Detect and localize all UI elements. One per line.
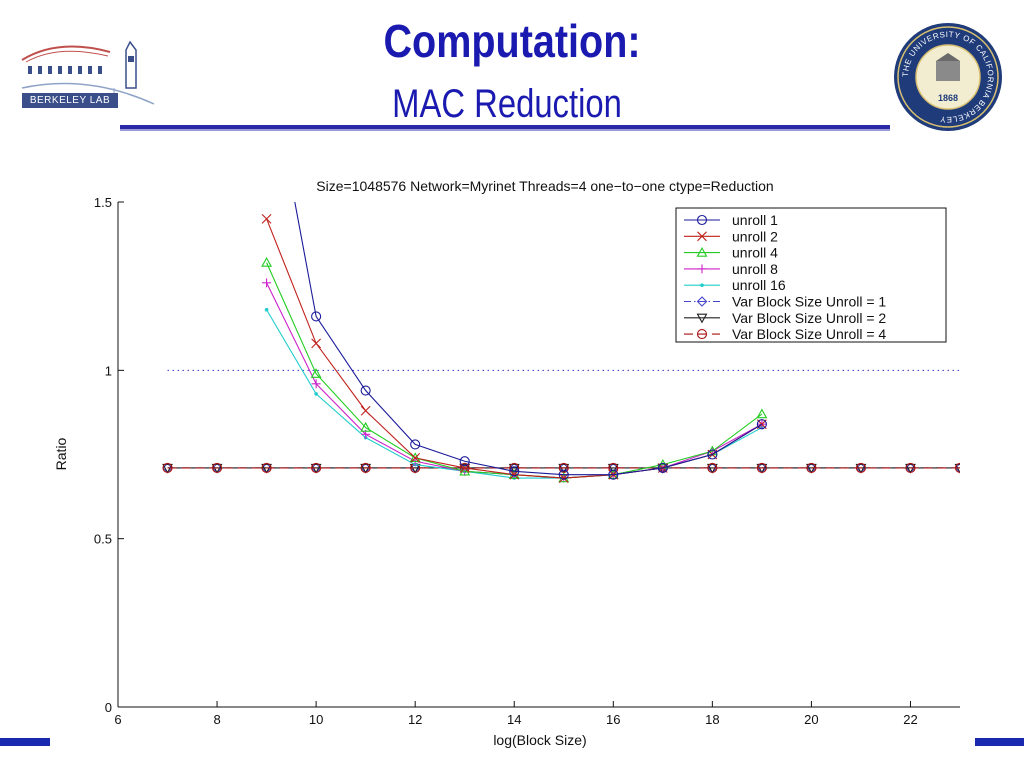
data-point xyxy=(360,385,371,396)
data-point xyxy=(696,313,708,324)
legend-item: Var Block Size Unroll = 2 xyxy=(684,310,886,326)
data-point xyxy=(696,296,708,307)
legend-label: Var Block Size Unroll = 4 xyxy=(732,326,886,342)
data-point-stroke xyxy=(410,452,421,463)
title-divider xyxy=(120,125,890,129)
data-point xyxy=(459,456,470,467)
data-point xyxy=(360,462,371,474)
data-point xyxy=(509,466,520,477)
data-point-stroke xyxy=(261,213,272,224)
data-point xyxy=(905,462,916,474)
data-point xyxy=(264,307,269,312)
footer-bar-right xyxy=(975,738,1024,746)
x-tick-label: 20 xyxy=(804,712,818,727)
data-point-stroke xyxy=(697,231,707,242)
data-point xyxy=(697,231,707,242)
x-tick-label: 12 xyxy=(408,712,422,727)
data-point xyxy=(855,462,866,474)
data-point xyxy=(410,439,421,450)
legend-label: unroll 4 xyxy=(732,245,778,261)
data-point xyxy=(360,421,372,432)
data-point xyxy=(261,213,272,224)
y-tick-label: 1 xyxy=(105,363,112,378)
data-point xyxy=(954,462,960,474)
data-point xyxy=(212,462,223,474)
data-point xyxy=(409,452,421,463)
y-tick-label: 1.5 xyxy=(94,195,112,210)
data-point-stroke xyxy=(360,405,371,416)
x-tick-label: 18 xyxy=(705,712,719,727)
data-point xyxy=(806,462,817,474)
berkeley-lab-logo-text: BERKELEY LAB xyxy=(22,93,118,108)
legend-label: unroll 2 xyxy=(732,228,778,244)
uc-seal: THE UNIVERSITY OF CALIFORNIA BERKELEY 18… xyxy=(892,21,1004,133)
data-point xyxy=(756,408,768,419)
legend-label: unroll 1 xyxy=(732,212,778,228)
legend-item: unroll 4 xyxy=(684,245,778,261)
data-point xyxy=(707,449,718,460)
legend-label: unroll 8 xyxy=(732,261,778,277)
slide-subtitle: MAC Reduction xyxy=(392,82,622,126)
legend-item: Var Block Size Unroll = 4 xyxy=(684,326,886,342)
mac-reduction-chart: Size=1048576 Network=Myrinet Threads=4 o… xyxy=(53,178,960,748)
data-point xyxy=(311,379,321,389)
seal-year: 1868 xyxy=(938,93,958,103)
x-tick-label: 22 xyxy=(903,712,917,727)
x-tick-label: 16 xyxy=(606,712,620,727)
x-tick-label: 8 xyxy=(213,712,220,727)
berkeley-lab-logo-graphic xyxy=(21,40,155,105)
data-point xyxy=(410,452,421,463)
berkeley-lab-logo xyxy=(18,38,158,112)
data-point xyxy=(311,462,322,474)
data-point xyxy=(311,311,322,322)
y-axis-label: Ratio xyxy=(53,437,69,470)
data-point xyxy=(657,462,668,474)
x-tick-label: 6 xyxy=(114,712,121,727)
data-point xyxy=(310,368,322,378)
x-tick-label: 10 xyxy=(309,712,323,727)
data-point xyxy=(360,405,371,416)
data-point xyxy=(696,246,708,257)
data-point xyxy=(696,329,708,340)
y-tick-label: 0 xyxy=(105,700,112,715)
data-point xyxy=(608,469,619,480)
data-point-stroke xyxy=(311,338,322,349)
series-line xyxy=(294,202,763,476)
data-point xyxy=(261,256,273,267)
data-point xyxy=(558,469,569,480)
data-point xyxy=(311,338,322,349)
axes: 6 8 10 12 14 16 18 20 22 0 0.5 1 1.5 xyxy=(94,195,960,727)
y-tick-label: 0.5 xyxy=(94,532,112,547)
data-point xyxy=(696,214,708,226)
data-point xyxy=(700,283,704,287)
x-axis-label: log(Block Size) xyxy=(493,732,586,748)
x-tick-label: 14 xyxy=(507,712,521,727)
data-point xyxy=(261,462,272,474)
legend-label: Var Block Size Unroll = 2 xyxy=(732,310,886,326)
legend-item: unroll 16 xyxy=(684,277,786,293)
data-point xyxy=(756,419,767,430)
data-point xyxy=(697,264,707,274)
legend-label: Var Block Size Unroll = 1 xyxy=(732,294,886,310)
data-point xyxy=(162,462,173,474)
legend-label: unroll 16 xyxy=(732,277,786,293)
data-point xyxy=(756,462,767,474)
data-point xyxy=(707,462,718,474)
legend-item: Var Block Size Unroll = 1 xyxy=(684,294,886,310)
plot-area xyxy=(162,202,960,483)
series-unroll-1 xyxy=(294,202,767,480)
data-point xyxy=(314,392,318,396)
uc-seal-graphic: THE UNIVERSITY OF CALIFORNIA BERKELEY 18… xyxy=(894,23,1002,131)
legend-box xyxy=(675,207,947,343)
legend-item: unroll 8 xyxy=(684,261,778,277)
data-point xyxy=(262,278,272,288)
legend-item: unroll 1 xyxy=(684,212,778,228)
slide-title: Computation: xyxy=(383,15,641,67)
footer-bar-left xyxy=(0,738,50,746)
legend-item: unroll 2 xyxy=(684,228,778,244)
chart-title: Size=1048576 Network=Myrinet Threads=4 o… xyxy=(316,178,773,194)
